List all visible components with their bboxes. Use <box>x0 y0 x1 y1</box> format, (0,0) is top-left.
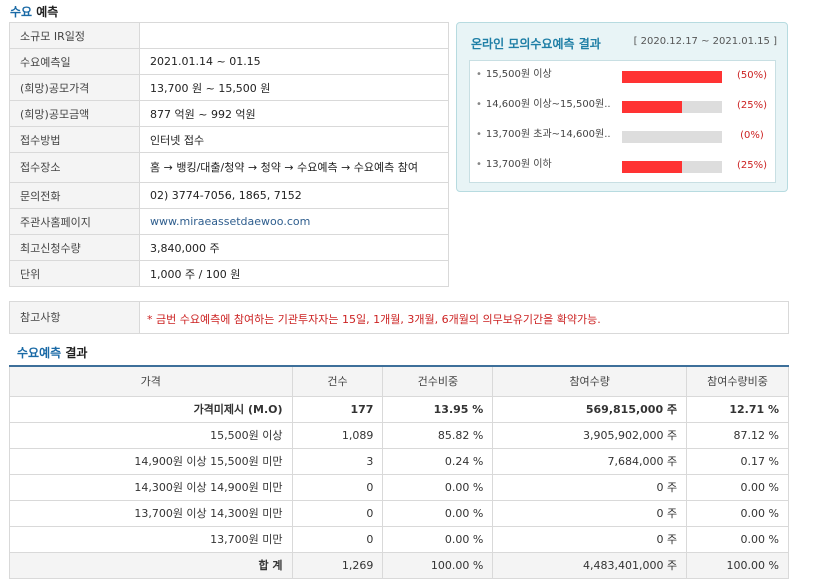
table-row: 15,500원 이상 1,089 85.82 % 3,905,902,000 주 87.… <box>9 421 789 449</box>
info-value: 13,700 원 ~ 15,500 원 <box>139 74 449 101</box>
offering-info-table: 소규모 IR일정 수요예측일 2021.01.14 ~ 01.15 (희망)공모가… <box>9 22 449 287</box>
info-row-amount: (희망)공모금액 877 억원 ~ 992 억원 <box>9 100 449 127</box>
mock-row-label: 13,700원 초과~14,600원.. <box>485 129 611 140</box>
bullet-icon: • <box>476 129 482 140</box>
info-row-method: 접수방법 인터넷 접수 <box>9 126 449 153</box>
mock-row-percent: (50%) <box>736 70 768 81</box>
table-row: 13,700원 미만 0 0.00 % 0 주 0.00 % <box>9 525 789 553</box>
table-total-row: 합 계 1,269 100.00 % 4,483,401,000 주 100.00 % <box>9 551 789 579</box>
mock-row-percent: (25%) <box>736 160 768 171</box>
info-label: (희망)공모금액 <box>9 100 140 127</box>
mock-row: • 14,600원 이상~15,500원.. (25%) <box>470 93 775 121</box>
bullet-icon: • <box>476 69 482 80</box>
info-value: 인터넷 접수 <box>139 126 449 153</box>
reference-box: 참고사항 * 금번 수요예측에 참여하는 기관투자자는 15일, 1개월, 3개… <box>9 301 789 334</box>
mock-row: • 15,500원 이상 (50%) <box>470 63 775 91</box>
info-value: 2021.01.14 ~ 01.15 <box>139 48 449 75</box>
info-label: 수요예측일 <box>9 48 140 75</box>
result-header-row: 가격 건수 건수비중 참여수량 참여수량비중 <box>9 365 789 397</box>
mock-bar-track <box>622 161 722 173</box>
homepage-link[interactable]: www.miraeassetdaewoo.com <box>150 215 311 228</box>
result-section-title: 수요예측 결과 <box>17 346 88 360</box>
info-label: 단위 <box>9 260 140 287</box>
info-row-date: 수요예측일 2021.01.14 ~ 01.15 <box>9 48 449 75</box>
mock-forecast-title: 온라인 모의수요예측 결과 <box>471 37 601 51</box>
forecast-section-title: 수요 예측 <box>10 5 59 19</box>
mock-row-percent: (0%) <box>740 130 764 141</box>
info-label: 접수방법 <box>9 126 140 153</box>
info-label: (희망)공모가격 <box>9 74 140 101</box>
col-header-count-ratio: 건수비중 <box>382 365 494 397</box>
info-label: 문의전화 <box>9 182 140 209</box>
info-label: 주관사홈페이지 <box>9 208 140 235</box>
result-table: 가격 건수 건수비중 참여수량 참여수량비중 가격미제시 (M.O) 177 13.… <box>9 365 789 579</box>
info-row-unit: 단위 1,000 주 / 100 원 <box>9 260 449 287</box>
mock-bar-track <box>622 71 722 83</box>
bullet-icon: • <box>476 159 482 170</box>
bullet-icon: • <box>476 99 482 110</box>
reference-label: 참고사항 <box>10 302 140 333</box>
mock-row-percent: (25%) <box>736 100 768 111</box>
mock-bar-fill <box>622 71 722 83</box>
mock-row-label: 15,500원 이상 <box>485 69 552 80</box>
info-label: 소규모 IR일정 <box>9 22 140 49</box>
table-row: 14,300원 이상 14,900원 미만 0 0.00 % 0 주 0.00 % <box>9 473 789 501</box>
table-row: 13,700원 이상 14,300원 미만 0 0.00 % 0 주 0.00 % <box>9 499 789 527</box>
info-row-phone: 문의전화 02) 3774-7056, 1865, 7152 <box>9 182 449 209</box>
mock-row: • 13,700원 이하 (25%) <box>470 153 775 181</box>
mock-bar-fill <box>622 161 682 173</box>
info-row-place: 접수장소 홈 → 뱅킹/대출/청약 → 청약 → 수요예측 → 수요예측 참여 <box>9 152 449 183</box>
info-value <box>139 22 449 49</box>
info-value: 홈 → 뱅킹/대출/청약 → 청약 → 수요예측 → 수요예측 참여 <box>139 152 449 183</box>
col-header-count: 건수 <box>291 365 384 397</box>
col-header-quantity-ratio: 참여수량비중 <box>686 365 789 397</box>
mock-forecast-box: • 15,500원 이상 (50%) • 14,600원 이상~15,500원.. … <box>469 60 776 183</box>
info-label: 최고신청수량 <box>9 234 140 261</box>
mock-forecast-range: [ 2020.12.17 ~ 2021.01.15 ] <box>633 36 777 47</box>
mock-row: • 13,700원 초과~14,600원.. (0%) <box>470 123 775 151</box>
table-row: 가격미제시 (M.O) 177 13.95 % 569,815,000 주 12.71 … <box>9 395 789 423</box>
mock-row-label: 14,600원 이상~15,500원.. <box>485 99 611 110</box>
info-row-homepage: 주관사홈페이지 www.miraeassetdaewoo.com <box>9 208 449 235</box>
col-header-price: 가격 <box>9 365 293 397</box>
info-row-price: (희망)공모가격 13,700 원 ~ 15,500 원 <box>9 74 449 101</box>
mock-row-label: 13,700원 이하 <box>485 159 552 170</box>
mock-bar-fill <box>622 101 682 113</box>
mock-bar-track <box>622 131 722 143</box>
info-value: 02) 3774-7056, 1865, 7152 <box>139 182 449 209</box>
info-row-maxqty: 최고신청수량 3,840,000 주 <box>9 234 449 261</box>
mock-bar-track <box>622 101 722 113</box>
info-label: 접수장소 <box>9 152 140 183</box>
col-header-quantity: 참여수량 <box>492 365 688 397</box>
info-value: 1,000 주 / 100 원 <box>139 260 449 287</box>
reference-note: * 금번 수요예측에 참여하는 기관투자자는 15일, 1개월, 3개월, 6개… <box>147 313 601 326</box>
mock-forecast-panel: 온라인 모의수요예측 결과 [ 2020.12.17 ~ 2021.01.15 … <box>456 22 788 192</box>
info-value: 3,840,000 주 <box>139 234 449 261</box>
info-row-ir: 소규모 IR일정 <box>9 22 449 49</box>
info-value: 877 억원 ~ 992 억원 <box>139 100 449 127</box>
